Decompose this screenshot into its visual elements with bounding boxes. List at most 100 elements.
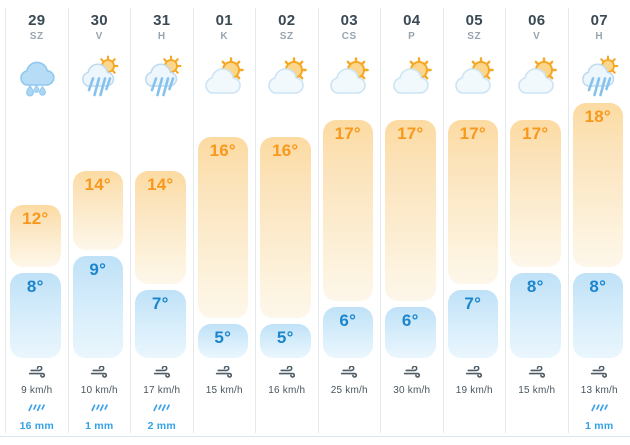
day-of-week: SZ bbox=[467, 31, 482, 42]
day-of-week: P bbox=[408, 31, 416, 42]
wind-speed: 16 km/h bbox=[268, 385, 306, 396]
rain-drops-icon bbox=[569, 404, 630, 413]
precip-amount: 16 mm bbox=[19, 420, 54, 432]
day-column[interactable]: 30 V 14° 9° 10 km/h 1 mm bbox=[67, 8, 131, 433]
rain-drops-icon bbox=[69, 404, 131, 413]
wind-speed: 17 km/h bbox=[143, 385, 181, 396]
high-temp-bar: 16° bbox=[260, 137, 311, 318]
day-column[interactable]: 07 H 18° 8° 13 km/h 1 mm bbox=[567, 8, 630, 433]
wind-speed: 19 km/h bbox=[455, 385, 493, 396]
wind-speed: 10 km/h bbox=[80, 385, 118, 396]
day-columns: 29 SZ 12° 8° 9 km/h 16 mm 30 V bbox=[5, 8, 630, 433]
sun-cloud-icon bbox=[200, 54, 248, 102]
high-temp-bar: 14° bbox=[135, 171, 186, 284]
day-column[interactable]: 01 K 16° 5° 15 km/h bbox=[192, 8, 256, 433]
precip-section: 1 mm bbox=[569, 404, 630, 433]
rain-drops-icon bbox=[6, 404, 68, 413]
sun-cloud-icon bbox=[513, 54, 561, 102]
high-temp-label: 16° bbox=[272, 141, 299, 160]
low-temp-bar: 6° bbox=[385, 307, 436, 358]
low-temp-label: 6° bbox=[401, 311, 419, 330]
low-temp-label: 7° bbox=[464, 294, 482, 313]
wind-section: 25 km/h bbox=[319, 366, 381, 397]
low-temp-label: 8° bbox=[26, 277, 44, 296]
low-temp-label: 8° bbox=[589, 277, 607, 296]
day-date: 03 bbox=[340, 12, 358, 29]
day-of-week: SZ bbox=[279, 31, 294, 42]
wind-icon bbox=[319, 366, 381, 378]
day-date: 01 bbox=[215, 12, 233, 29]
high-temp-bar: 17° bbox=[322, 120, 373, 301]
high-temp-label: 16° bbox=[209, 141, 236, 160]
wind-icon bbox=[569, 366, 630, 378]
precip-amount: 2 mm bbox=[147, 420, 176, 432]
high-temp-label: 12° bbox=[22, 209, 49, 228]
day-of-week: V bbox=[533, 31, 541, 42]
wind-icon bbox=[194, 366, 256, 378]
wind-icon bbox=[506, 366, 568, 378]
low-temp-bar: 9° bbox=[72, 256, 123, 358]
sun-cloud-icon bbox=[263, 54, 311, 102]
wind-speed: 15 km/h bbox=[518, 385, 556, 396]
low-temp-bar: 6° bbox=[322, 307, 373, 358]
wind-section: 13 km/h bbox=[569, 366, 630, 397]
wind-icon bbox=[131, 366, 193, 378]
high-temp-bar: 12° bbox=[10, 205, 61, 267]
low-temp-bar: 8° bbox=[10, 273, 61, 358]
day-column[interactable]: 03 CS 17° 6° 25 km/h bbox=[317, 8, 381, 433]
wind-icon bbox=[6, 366, 68, 378]
day-column[interactable]: 31 H 14° 7° 17 km/h 2 mm bbox=[130, 8, 193, 433]
high-temp-label: 17° bbox=[334, 124, 361, 143]
wind-section: 10 km/h bbox=[69, 366, 131, 397]
low-temp-bar: 5° bbox=[260, 324, 311, 358]
high-temp-bar: 18° bbox=[572, 103, 623, 267]
high-temp-label: 17° bbox=[397, 124, 424, 143]
wind-speed: 30 km/h bbox=[393, 385, 431, 396]
day-date: 29 bbox=[28, 12, 46, 29]
day-column[interactable]: 29 SZ 12° 8° 9 km/h 16 mm bbox=[5, 8, 68, 433]
day-of-week: K bbox=[220, 31, 229, 42]
high-temp-label: 18° bbox=[584, 107, 611, 126]
precip-section: 1 mm bbox=[69, 404, 131, 433]
wind-speed: 25 km/h bbox=[330, 385, 368, 396]
day-of-week: CS bbox=[341, 31, 357, 42]
low-temp-label: 6° bbox=[339, 311, 357, 330]
wind-speed: 15 km/h bbox=[205, 385, 243, 396]
day-column[interactable]: 02 SZ 16° 5° 16 km/h bbox=[255, 8, 318, 433]
sun-cloud-icon bbox=[388, 54, 436, 102]
precip-section: 2 mm bbox=[131, 404, 193, 433]
day-column[interactable]: 04 P 17° 6° 30 km/h bbox=[380, 8, 443, 433]
low-temp-label: 7° bbox=[151, 294, 169, 313]
day-date: 06 bbox=[528, 12, 546, 29]
day-column[interactable]: 06 V 17° 8° 15 km/h bbox=[505, 8, 568, 433]
section-divider bbox=[0, 436, 630, 437]
low-temp-bar: 7° bbox=[447, 290, 498, 358]
precip-amount: 1 mm bbox=[85, 420, 114, 432]
day-date: 04 bbox=[403, 12, 421, 29]
high-temp-label: 14° bbox=[84, 175, 111, 194]
high-temp-bar: 17° bbox=[510, 120, 561, 267]
wind-section: 30 km/h bbox=[381, 366, 443, 397]
wind-section: 19 km/h bbox=[444, 366, 506, 397]
rain-drops-icon bbox=[131, 404, 193, 413]
high-temp-bar: 17° bbox=[447, 120, 498, 284]
high-temp-bar: 16° bbox=[197, 137, 248, 318]
wind-section: 15 km/h bbox=[194, 366, 256, 397]
low-temp-label: 5° bbox=[214, 328, 232, 347]
day-of-week: SZ bbox=[29, 31, 44, 42]
sun-rain-cloud-icon bbox=[575, 54, 623, 102]
high-temp-bar: 17° bbox=[385, 120, 436, 301]
high-temp-bar: 14° bbox=[72, 171, 123, 250]
day-date: 02 bbox=[278, 12, 296, 29]
day-of-week: H bbox=[157, 31, 166, 42]
rain-cloud-icon bbox=[13, 54, 61, 102]
wind-section: 16 km/h bbox=[256, 366, 318, 397]
day-column[interactable]: 05 SZ 17° 7° 19 km/h bbox=[442, 8, 506, 433]
day-date: 31 bbox=[153, 12, 171, 29]
low-temp-bar: 7° bbox=[135, 290, 186, 358]
wind-speed: 13 km/h bbox=[580, 385, 618, 396]
sun-cloud-icon bbox=[450, 54, 498, 102]
precip-amount: 1 mm bbox=[585, 420, 614, 432]
wind-section: 15 km/h bbox=[506, 366, 568, 397]
low-temp-bar: 8° bbox=[572, 273, 623, 358]
